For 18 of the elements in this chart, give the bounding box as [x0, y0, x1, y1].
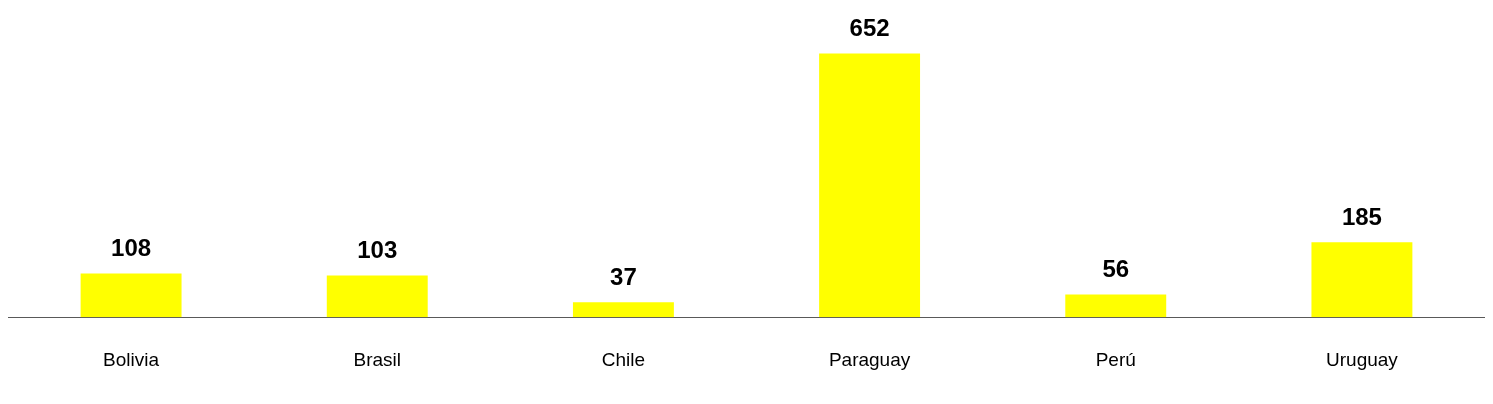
bar	[819, 53, 921, 318]
x-tick-label: Bolivia	[103, 348, 160, 370]
x-tick-label: Perú	[1095, 348, 1136, 370]
x-tick-label: Paraguay	[828, 348, 911, 370]
x-tick-label: Brasil	[353, 348, 402, 370]
x-tick-label: Chile	[601, 348, 646, 370]
bar	[572, 302, 674, 318]
data-label: 103	[357, 236, 398, 264]
data-label: 56	[1102, 255, 1130, 283]
data-label: 185	[1341, 202, 1382, 230]
bar	[1311, 242, 1413, 318]
bar	[80, 273, 182, 318]
data-label: 37	[610, 262, 637, 290]
bar	[326, 275, 428, 318]
x-tick-label: Uruguay	[1326, 348, 1399, 370]
bar	[1065, 294, 1167, 318]
data-label: 108	[111, 234, 152, 262]
data-label: 652	[849, 14, 890, 42]
